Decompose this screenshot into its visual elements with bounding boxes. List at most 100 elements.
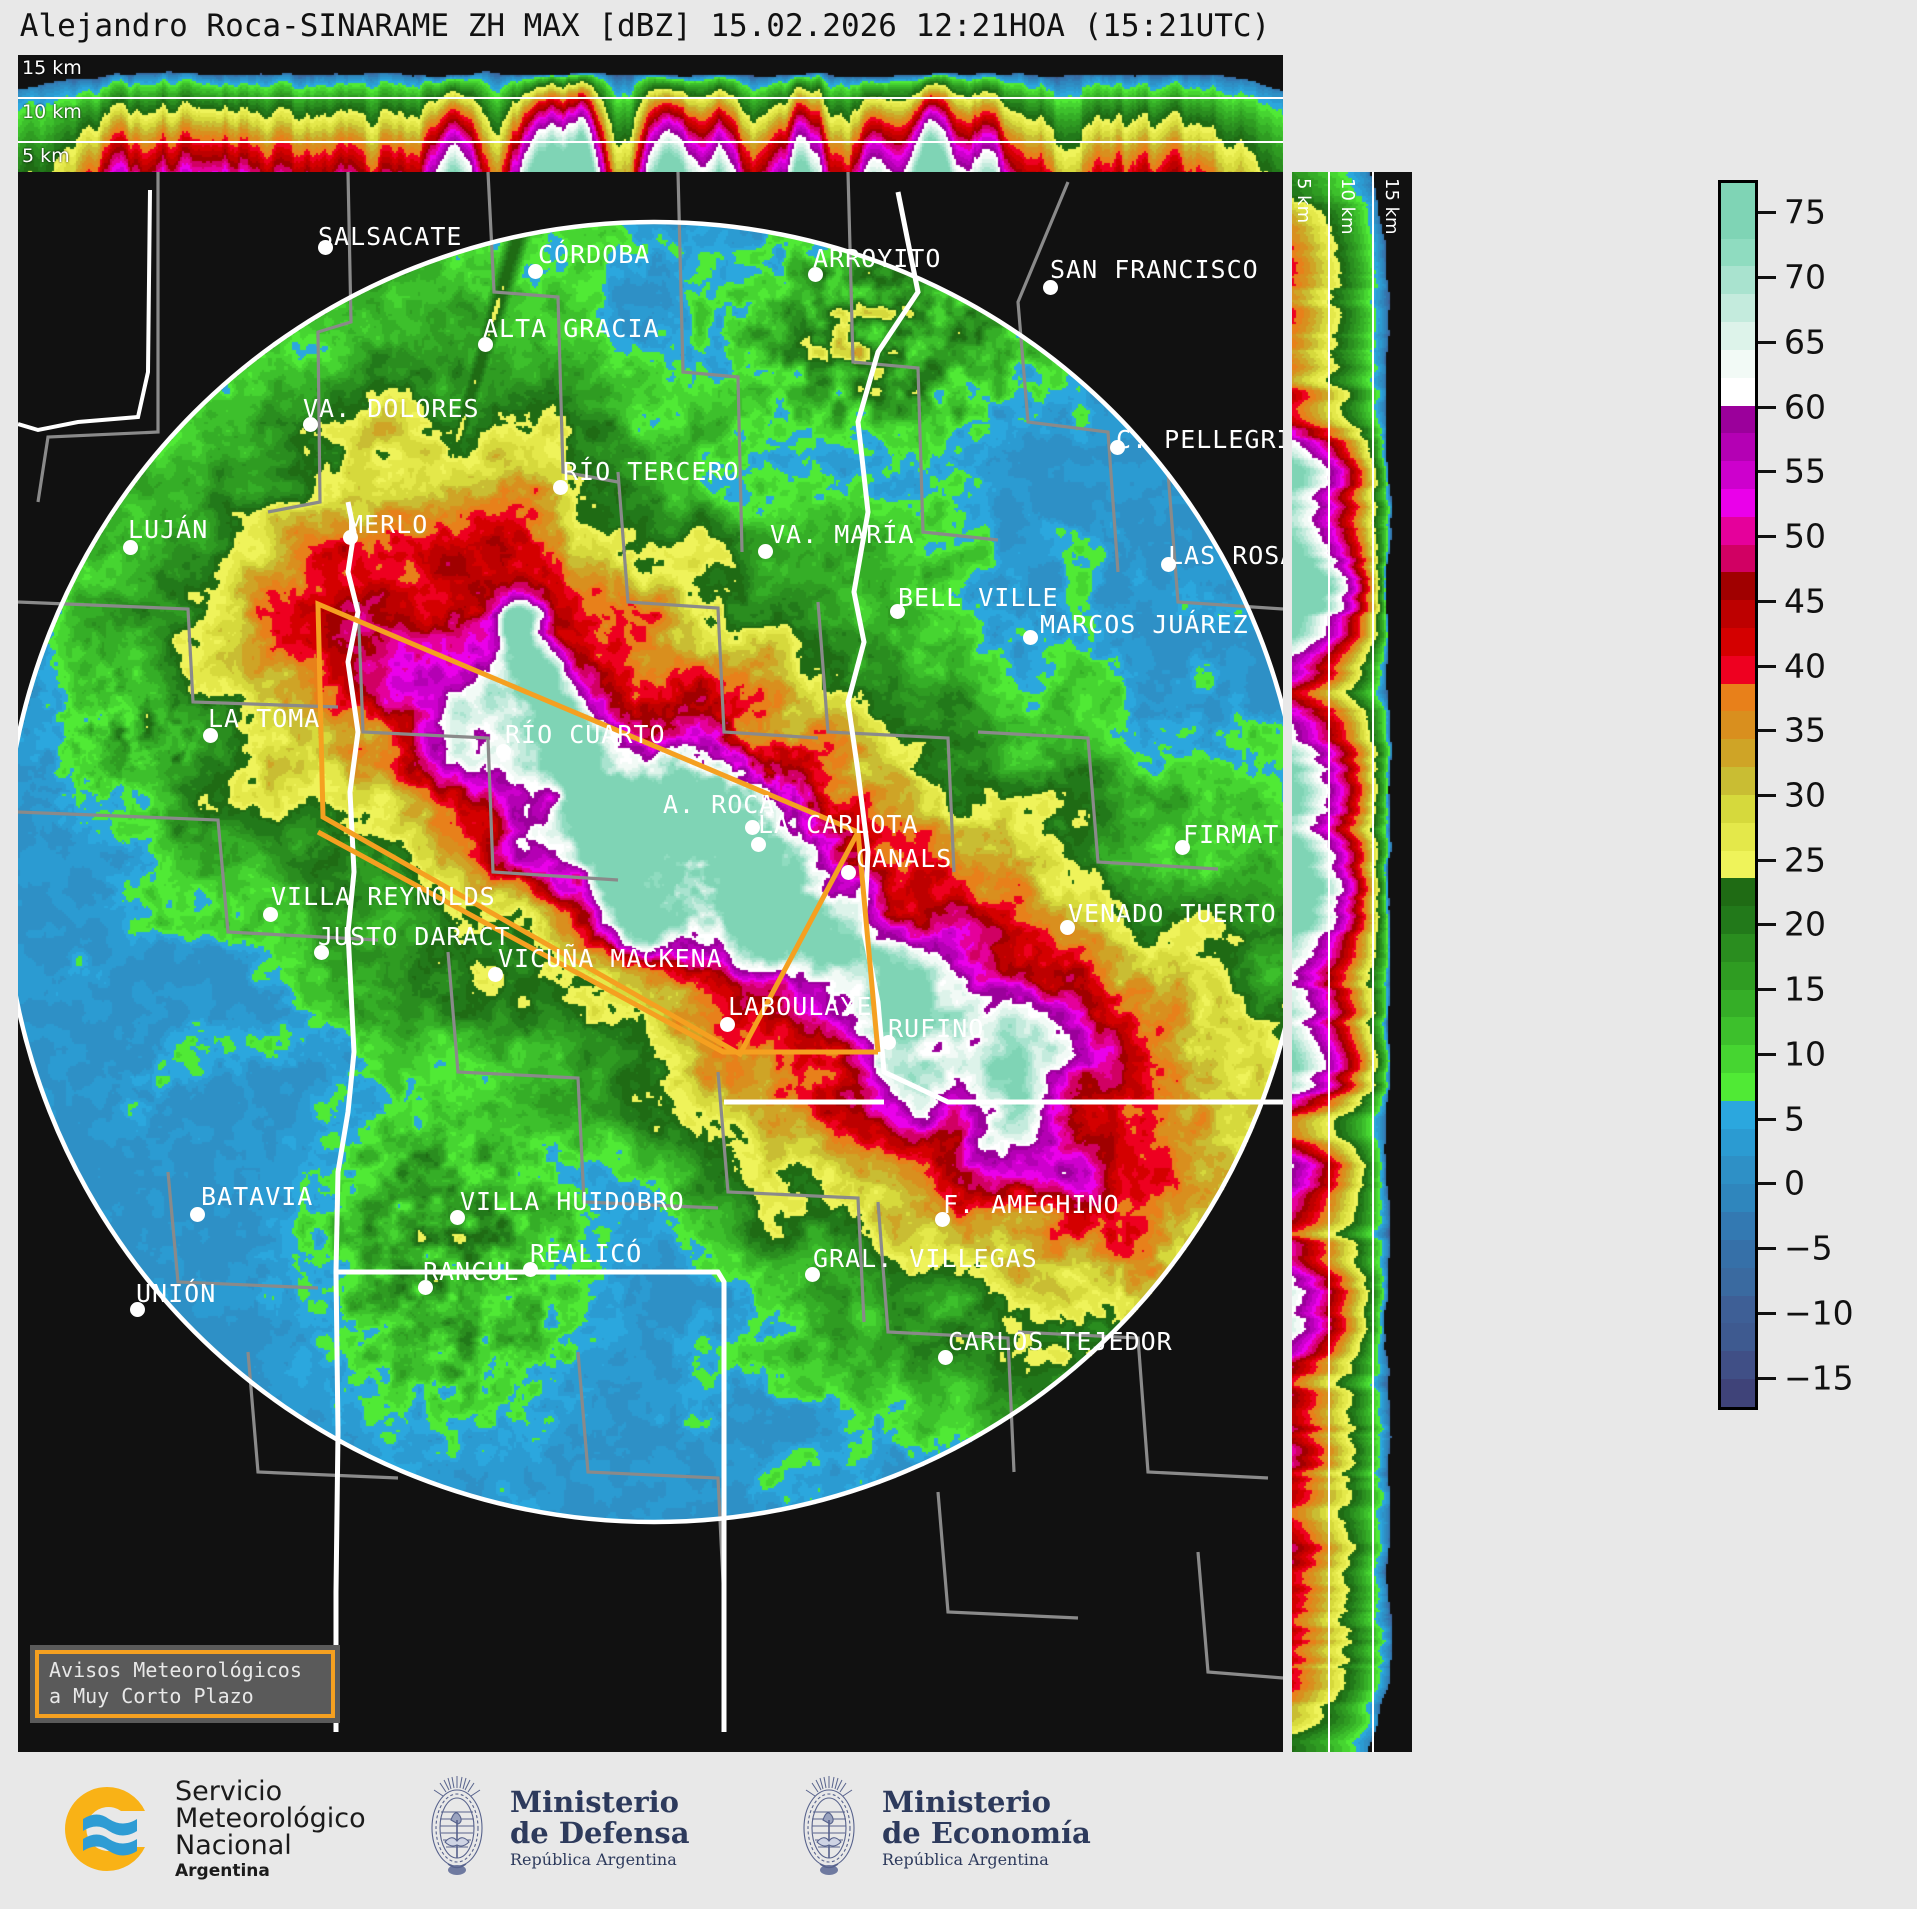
colorbar-band <box>1721 1212 1755 1240</box>
colorbar-tick-label: 50 <box>1784 516 1826 556</box>
aviso-legend-box[interactable]: Avisos Meteorológicos a Muy Corto Plazo <box>30 1645 340 1723</box>
city-marker-dot <box>528 264 543 279</box>
city-label: VICUÑA MACKENA <box>498 944 723 973</box>
city-marker-dot <box>553 480 568 495</box>
height-line-10km-right <box>1372 172 1374 1752</box>
city-marker-dot <box>841 865 856 880</box>
city-label: MARCOS JUÁREZ <box>1040 610 1249 639</box>
radar-plan-view[interactable]: SALSACATE CÓRDOBA ARROYITO SAN FRANCISCO ALT… <box>18 172 1283 1752</box>
city-label: VA. MARÍA <box>770 520 915 549</box>
defensa-line-3: República Argentina <box>510 1850 677 1870</box>
department-border <box>576 1351 726 1603</box>
smn-line-3: Nacional <box>175 1830 292 1861</box>
colorbar-tick-label: 40 <box>1784 646 1826 686</box>
city-marker-dot <box>1175 840 1190 855</box>
colorbar-band <box>1721 1073 1755 1101</box>
colorbar-band <box>1721 1017 1755 1046</box>
city-marker-dot <box>523 1262 538 1277</box>
colorbar-band <box>1721 1156 1755 1185</box>
colorbar-band <box>1721 461 1755 489</box>
colorbar-tick-label: −15 <box>1784 1358 1854 1398</box>
city-marker-dot <box>263 907 278 922</box>
city-marker-dot <box>203 728 218 743</box>
colorbar-band <box>1721 238 1755 267</box>
colorbar-tick-label: 70 <box>1784 257 1826 297</box>
city-label: CÓRDOBA <box>538 240 651 269</box>
department-border <box>166 1171 319 1290</box>
city-marker-dot <box>190 1207 205 1222</box>
colorbar-tick <box>1758 729 1776 733</box>
department-border <box>18 600 339 709</box>
colorbar-band <box>1721 1128 1755 1157</box>
aviso-line-2: a Muy Corto Plazo <box>49 1684 254 1708</box>
colorbar-band <box>1721 961 1755 990</box>
colorbar-band <box>1721 349 1755 378</box>
colorbar-tick <box>1758 276 1776 280</box>
colorbar-band <box>1721 711 1755 740</box>
department-border <box>1016 181 1120 573</box>
colorbar-tick <box>1758 211 1776 215</box>
ministerio-economia-logo: Ministerio de Economía República Argenti… <box>790 1772 1091 1884</box>
city-marker-dot <box>488 967 503 982</box>
economia-line-3: República Argentina <box>882 1850 1049 1870</box>
colorbar-tick-label: 0 <box>1784 1163 1805 1203</box>
colorbar-band <box>1721 600 1755 628</box>
department-border <box>616 471 819 740</box>
department-border <box>1196 1551 1283 1680</box>
city-marker-dot <box>318 240 333 255</box>
department-border <box>846 172 999 542</box>
colorbar-band <box>1721 850 1755 879</box>
colorbar-band <box>1721 794 1755 823</box>
smn-logo: Servicio Meteorológico Nacional Argentin… <box>55 1778 366 1880</box>
economia-line-1: Ministerio <box>882 1785 1052 1820</box>
colorbar-band <box>1721 1378 1755 1407</box>
city-label: VA. DOLORES <box>303 394 480 423</box>
city-marker-dot <box>720 1017 735 1032</box>
city-label: LA CARLOTA <box>758 810 919 839</box>
top-xs-label-15km: 15 km <box>22 57 82 79</box>
right-xs-label-10km: 10 km <box>1337 178 1358 235</box>
city-label: RUFINO <box>888 1014 985 1043</box>
department-border <box>486 172 619 484</box>
city-label: RANCUL <box>423 1257 520 1286</box>
colorbar-tick <box>1758 535 1776 539</box>
department-border <box>267 172 353 514</box>
city-marker-dot <box>1161 557 1176 572</box>
colorbar-tick-label: 10 <box>1784 1034 1826 1074</box>
city-label: BELL VILLE <box>898 583 1059 612</box>
city-label: CANALS <box>856 844 953 873</box>
city-label: F. AMEGHINO <box>943 1190 1120 1219</box>
colorbar-tick <box>1758 405 1776 409</box>
economia-line-2: de Economía <box>882 1815 1091 1850</box>
colorbar-band <box>1721 183 1755 211</box>
colorbar-band <box>1721 1100 1755 1129</box>
colorbar-band <box>1721 433 1755 462</box>
city-marker-dot <box>314 945 329 960</box>
colorbar-tick <box>1758 1117 1776 1121</box>
colorbar-band <box>1721 1351 1755 1379</box>
aviso-line-1: Avisos Meteorológicos <box>49 1658 302 1683</box>
colorbar-tick <box>1758 470 1776 474</box>
city-marker-dot <box>805 1267 820 1282</box>
argentina-coat-of-arms-icon <box>431 1776 483 1875</box>
colorbar-tick <box>1758 1247 1776 1251</box>
defensa-line-2: de Defensa <box>510 1815 690 1850</box>
province-border <box>18 189 152 433</box>
colorbar-tick-label: 60 <box>1784 387 1826 427</box>
map-vector-overlay <box>18 172 1283 1732</box>
colorbar-band <box>1721 516 1755 545</box>
city-label: CARLOS TEJEDOR <box>948 1327 1173 1356</box>
colorbar-tick-label: 30 <box>1784 775 1826 815</box>
city-label: REALICÓ <box>530 1239 643 1268</box>
colorbar-band <box>1721 739 1755 768</box>
city-marker-dot <box>1023 630 1038 645</box>
height-line-5km-right <box>1328 172 1330 1752</box>
city-marker-dot <box>890 604 905 619</box>
city-marker-dot <box>751 837 766 852</box>
city-label: MERLO <box>348 510 429 539</box>
colorbar-tick-label: 75 <box>1784 192 1826 232</box>
city-label: UNIÓN <box>136 1279 217 1308</box>
page-title: Alejandro Roca-SINARAME ZH MAX [dBZ] 15.… <box>19 8 1271 44</box>
city-label: LA TOMA <box>208 704 321 733</box>
colorbar-tick <box>1758 599 1776 603</box>
